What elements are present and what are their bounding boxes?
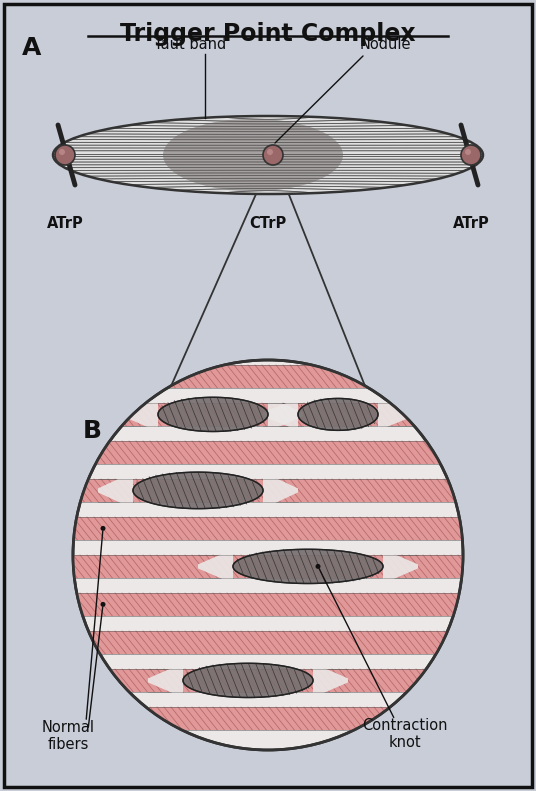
Text: Trigger Point Complex: Trigger Point Complex xyxy=(120,22,416,46)
Text: Taut band: Taut band xyxy=(154,37,226,52)
Text: Contraction
knot: Contraction knot xyxy=(362,718,448,751)
Text: ATrP: ATrP xyxy=(47,216,84,231)
Polygon shape xyxy=(133,472,263,509)
Bar xyxy=(73,479,463,501)
Text: CTrP: CTrP xyxy=(249,216,287,231)
Circle shape xyxy=(101,602,106,607)
Polygon shape xyxy=(383,549,418,584)
Circle shape xyxy=(465,149,471,155)
Polygon shape xyxy=(298,399,378,430)
Polygon shape xyxy=(198,549,233,584)
Circle shape xyxy=(101,526,106,531)
Text: Normal
fibers: Normal fibers xyxy=(41,720,94,752)
Polygon shape xyxy=(263,472,298,509)
Bar xyxy=(73,631,463,654)
Bar xyxy=(73,669,463,692)
Bar xyxy=(73,593,463,616)
Polygon shape xyxy=(378,399,413,430)
Text: Nodule: Nodule xyxy=(360,37,412,52)
Circle shape xyxy=(73,360,463,750)
Polygon shape xyxy=(123,397,158,432)
Polygon shape xyxy=(148,664,183,698)
Polygon shape xyxy=(183,664,313,698)
Bar xyxy=(73,517,463,539)
Polygon shape xyxy=(268,397,303,432)
Text: ATrP: ATrP xyxy=(452,216,489,231)
Bar xyxy=(73,403,463,426)
Circle shape xyxy=(316,564,321,569)
Ellipse shape xyxy=(53,116,483,194)
Bar xyxy=(73,441,463,464)
Circle shape xyxy=(267,149,273,155)
Polygon shape xyxy=(233,549,383,584)
Polygon shape xyxy=(158,397,268,432)
Bar xyxy=(73,707,463,730)
Bar xyxy=(73,365,463,388)
Text: A: A xyxy=(22,36,41,60)
Circle shape xyxy=(461,145,481,165)
Circle shape xyxy=(263,145,283,165)
Polygon shape xyxy=(313,664,348,698)
Ellipse shape xyxy=(163,119,343,191)
Bar xyxy=(73,555,463,577)
Polygon shape xyxy=(263,399,298,430)
Polygon shape xyxy=(98,472,133,509)
Circle shape xyxy=(55,145,75,165)
Circle shape xyxy=(59,149,65,155)
Text: B: B xyxy=(83,419,102,443)
